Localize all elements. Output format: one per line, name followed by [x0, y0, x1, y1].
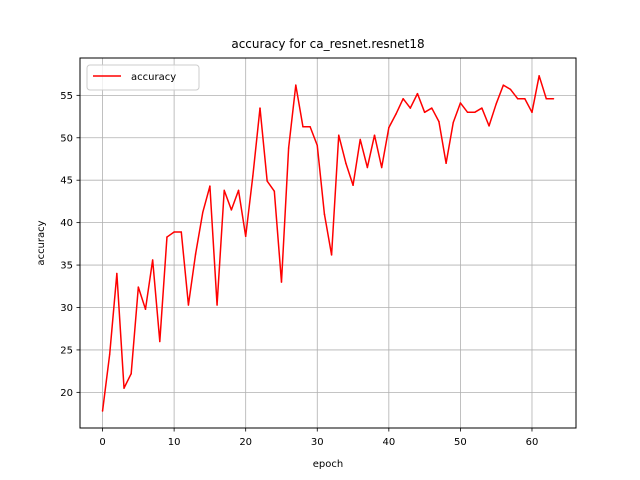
data-point — [144, 308, 147, 310]
data-point — [488, 125, 490, 127]
data-point — [101, 410, 104, 412]
chart-title: accuracy for ca_resnet.resnet18 — [231, 37, 424, 51]
data-point — [402, 97, 404, 100]
x-tick-label: 10 — [168, 437, 181, 448]
data-point — [252, 175, 254, 177]
data-point — [481, 107, 483, 109]
data-point — [438, 120, 440, 123]
data-point — [459, 102, 462, 104]
data-point — [287, 147, 290, 149]
data-point — [116, 272, 118, 275]
data-point — [502, 84, 505, 86]
data-point — [259, 107, 261, 109]
data-point — [330, 254, 333, 256]
data-point — [423, 111, 426, 114]
data-point — [445, 162, 447, 164]
y-tick-label: 25 — [60, 345, 73, 356]
x-tick-label: 50 — [454, 437, 467, 448]
data-point — [409, 107, 412, 109]
data-point — [337, 134, 340, 136]
data-point — [216, 304, 218, 306]
data-point — [151, 259, 154, 261]
data-point — [130, 372, 132, 375]
data-point — [137, 286, 140, 288]
data-point — [180, 231, 183, 233]
y-tick-label: 50 — [60, 133, 73, 144]
data-point — [273, 190, 276, 192]
data-point — [388, 126, 390, 129]
data-point — [123, 387, 125, 389]
data-point — [366, 166, 369, 169]
y-tick-label: 30 — [60, 303, 73, 314]
data-point — [309, 125, 311, 128]
data-point — [531, 111, 533, 114]
data-point — [345, 162, 347, 164]
y-tick-label: 55 — [60, 91, 73, 102]
x-tick-label: 60 — [526, 437, 539, 448]
data-point — [316, 144, 319, 147]
data-point — [323, 213, 326, 215]
y-axis: 20 25 30 35 40 45 50 55 — [60, 91, 80, 399]
data-point — [223, 189, 225, 192]
data-point — [266, 180, 268, 182]
data-point — [194, 253, 197, 255]
data-point — [352, 184, 354, 187]
data-point — [524, 97, 526, 100]
data-point — [230, 209, 233, 211]
data-point — [295, 84, 297, 86]
data-point — [237, 189, 240, 192]
data-point — [209, 185, 211, 187]
x-tick-label: 30 — [311, 437, 324, 448]
series-line-accuracy — [101, 75, 554, 412]
data-point — [452, 121, 455, 124]
data-point — [159, 340, 161, 343]
data-point — [173, 231, 175, 233]
y-tick-label: 20 — [60, 388, 73, 399]
x-axis-title: epoch — [313, 459, 343, 470]
data-point — [473, 111, 476, 114]
data-point — [166, 236, 168, 238]
data-point — [538, 75, 540, 77]
data-point — [552, 97, 555, 100]
x-axis: 0 10 20 30 40 50 60 — [99, 428, 538, 448]
y-tick-label: 40 — [60, 218, 73, 229]
x-tick-label: 0 — [99, 437, 105, 448]
data-point — [395, 113, 397, 115]
y-tick-label: 45 — [60, 176, 73, 187]
x-tick-label: 20 — [239, 437, 252, 448]
data-point — [466, 111, 469, 114]
data-point — [201, 211, 204, 214]
data-point — [416, 92, 419, 95]
legend-label: accuracy — [131, 72, 176, 83]
plot-frame — [79, 57, 577, 429]
y-axis-title: accuracy — [36, 220, 47, 265]
data-point — [280, 281, 283, 283]
data-point — [495, 103, 497, 105]
data-point — [516, 97, 519, 100]
series-layer — [101, 75, 555, 412]
data-point — [359, 138, 361, 141]
data-point — [244, 235, 247, 237]
data-point — [187, 304, 190, 306]
x-tick-label: 40 — [382, 437, 395, 448]
data-point — [380, 166, 383, 169]
data-point — [108, 353, 111, 355]
grid-lines — [80, 58, 576, 428]
legend: accuracy — [86, 64, 200, 91]
data-point — [373, 134, 376, 136]
data-point — [302, 125, 304, 128]
legend-box — [86, 64, 200, 91]
data-point — [509, 88, 512, 91]
data-point — [431, 107, 433, 109]
y-tick-label: 35 — [60, 261, 73, 272]
data-point — [545, 97, 548, 100]
